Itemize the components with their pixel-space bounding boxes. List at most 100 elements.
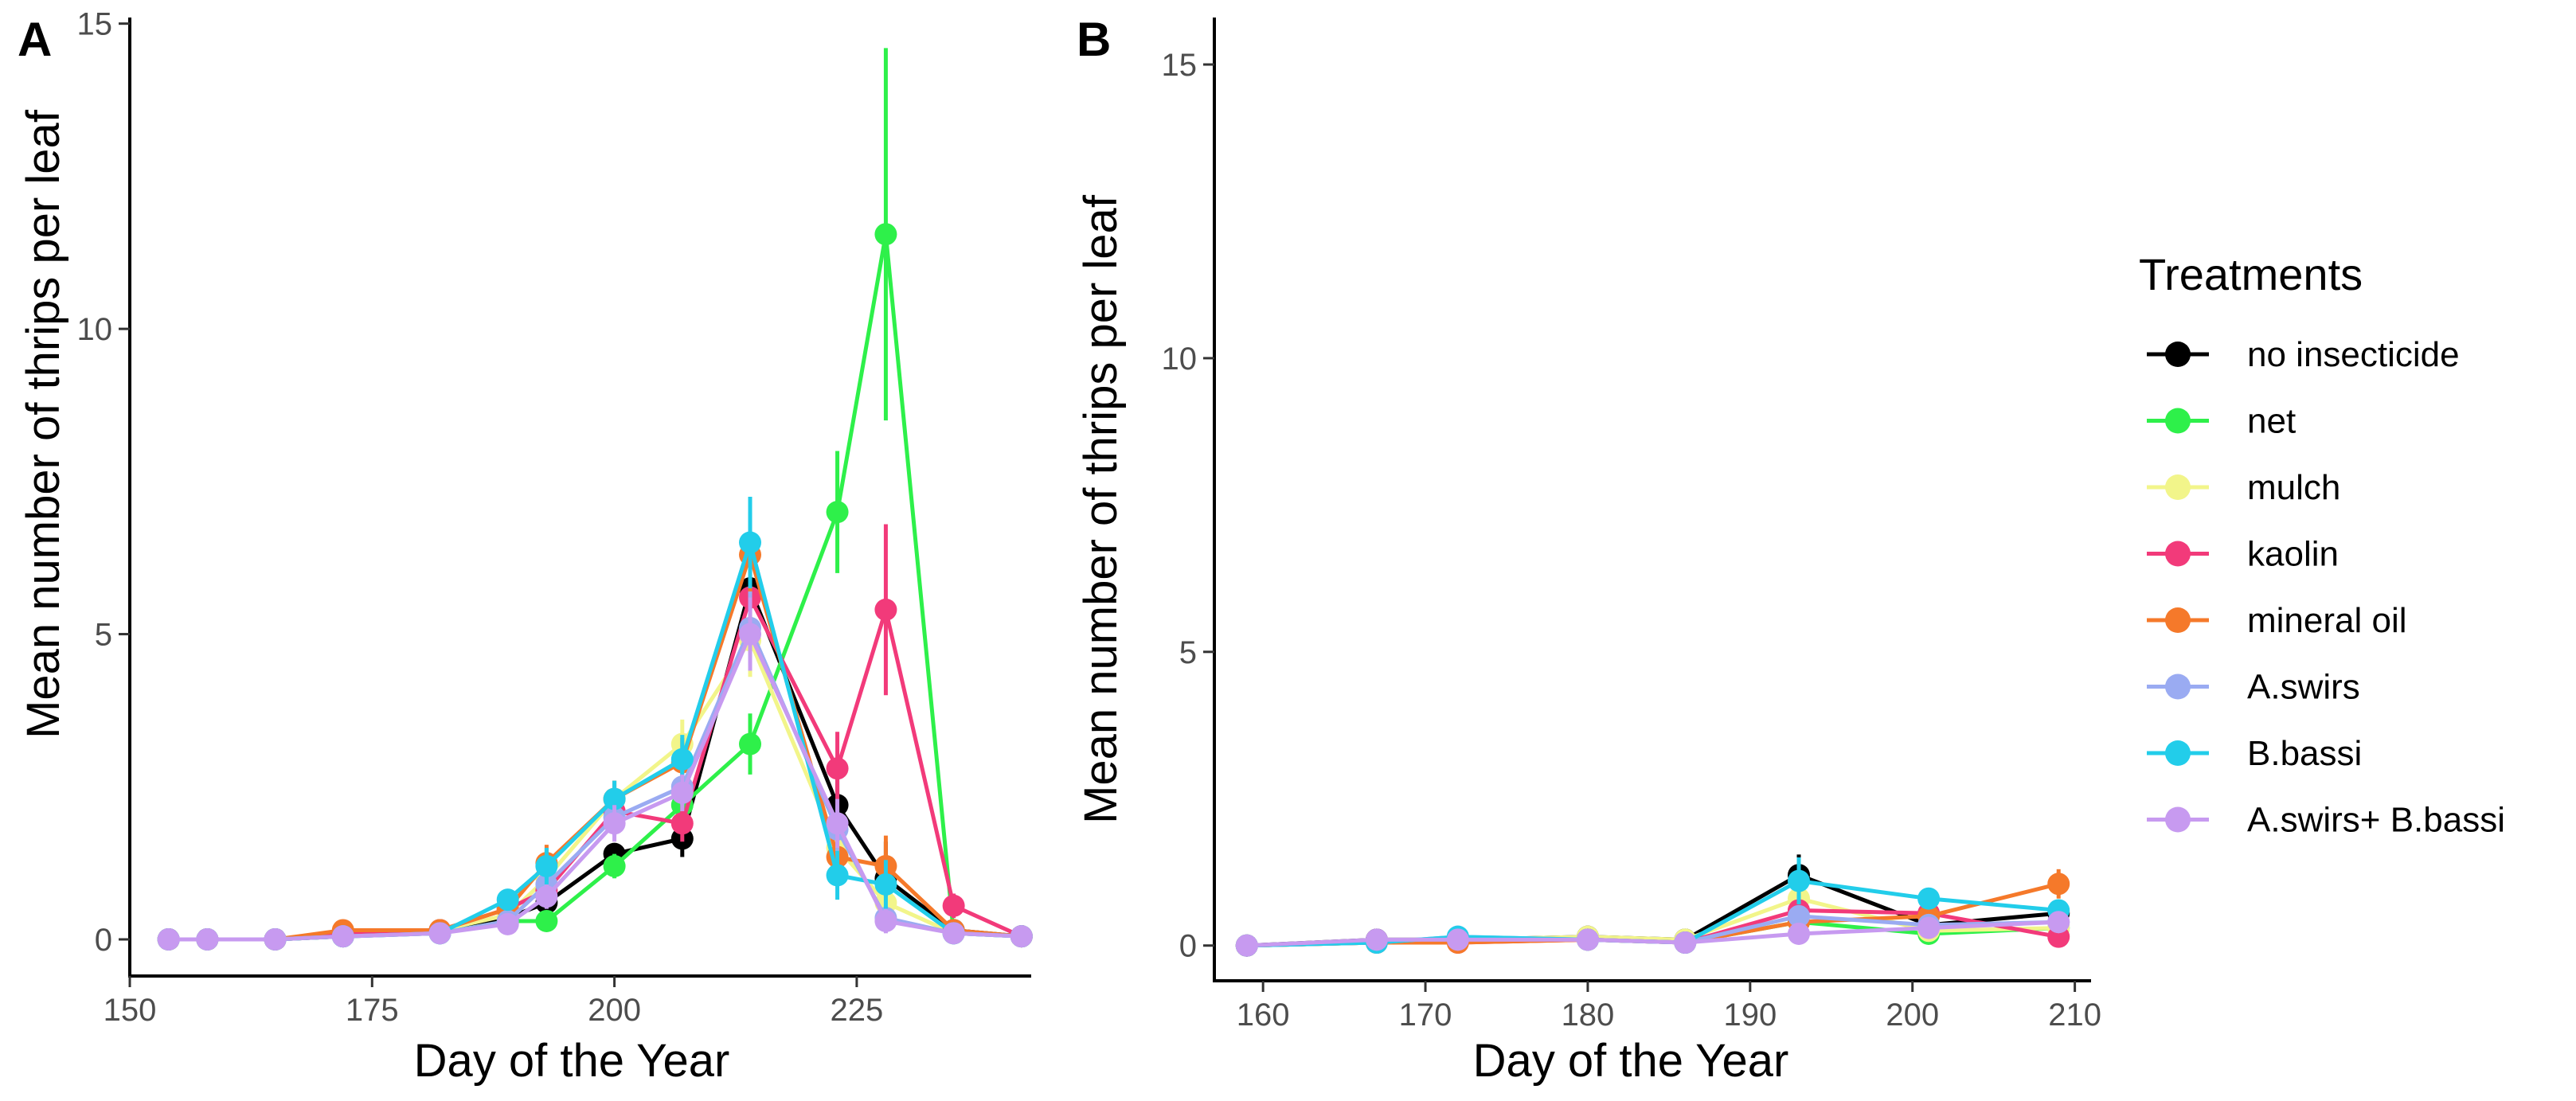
legend-key-point [2165, 740, 2191, 766]
panel-a-point-net [874, 223, 897, 246]
panel-a-x-tick-label: 200 [588, 993, 641, 1028]
legend-key-point [2165, 607, 2191, 633]
panel-a-y-axis-title: Mean number of thrips per leaf [18, 109, 69, 739]
panel-a-point-a-swirs-b-bassi [603, 812, 626, 835]
legend-item-a-swirs-b-bassi: A.swirs+ B.bassi [2147, 801, 2505, 840]
legend-item-kaolin: kaolin [2147, 535, 2339, 574]
panel-a-point-b-bassi [739, 531, 762, 554]
panel-a-point-kaolin [826, 757, 849, 780]
legend-item-no-insecticide: no insecticide [2147, 335, 2460, 374]
legend-item-net: net [2147, 402, 2296, 441]
panel-b-point-a-swirs-b-bassi [1576, 928, 1599, 951]
legend-item-mineral-oil: mineral oil [2147, 601, 2407, 640]
panel-b-ticks: 160 170 180 190 200 210 0 5 10 15 [1162, 48, 2101, 1033]
panel-a-point-a-swirs-b-bassi [264, 927, 287, 951]
panel-a-point-b-bassi [496, 888, 519, 912]
legend-label: B.bassi [2247, 734, 2362, 773]
panel-b-point-b-bassi [1917, 887, 1941, 910]
panel-b-x-tick-label: 190 [1723, 998, 1777, 1033]
panel-a-point-a-swirs-b-bassi [157, 927, 180, 951]
panel-b-line-a-swirs-b-bassi [1246, 919, 2059, 948]
panel-a-point-a-swirs-b-bassi [942, 922, 965, 945]
panel-a-point-a-swirs-b-bassi [739, 623, 762, 646]
legend: Treatments no insecticide net mulch kaolin m… [2139, 249, 2505, 840]
panel-a-series-no-insecticide [157, 539, 1033, 951]
panel-a-series-layer [157, 48, 1033, 951]
panel-b-x-axis-title: Day of the Year [1473, 1035, 1789, 1087]
panel-a-point-a-swirs-b-bassi [1010, 925, 1033, 948]
panel-a-y-tick-label: 0 [95, 923, 112, 958]
legend-item-a-swirs: A.swirs [2147, 668, 2360, 707]
panel-a-line-mulch [168, 638, 1022, 942]
panel-a-x-axis-title: Day of the Year [414, 1035, 730, 1087]
panel-b-point-a-swirs-b-bassi [1446, 928, 1469, 951]
panel-a-point-a-swirs-b-bassi [826, 812, 849, 835]
panel-a-point-b-bassi [826, 864, 849, 887]
legend-key-point [2165, 474, 2191, 500]
panel-b-point-b-bassi [1788, 869, 1810, 892]
panel-b-point-a-swirs-b-bassi [1365, 928, 1388, 951]
panel-a-point-b-bassi [535, 854, 558, 877]
legend-key-point [2165, 806, 2191, 833]
panel-b-point-a-swirs-b-bassi [1235, 934, 1258, 957]
panel-a-y-tick-label: 15 [77, 7, 113, 42]
panel-a-point-net [826, 501, 849, 524]
legend-item-mulch: mulch [2147, 468, 2340, 507]
panel-b: B Mean number of thrips per leaf Day of … [1075, 13, 2101, 1087]
panel-b-x-tick-label: 170 [1399, 998, 1452, 1033]
panel-a-series-kaolin [157, 524, 1033, 951]
legend-label: A.swirs [2247, 668, 2360, 707]
legend-items: no insecticide net mulch kaolin mineral oil A… [2147, 335, 2505, 840]
panel-a-point-kaolin [874, 598, 897, 621]
panel-b-y-tick-label: 0 [1179, 929, 1197, 964]
panel-b-point-mineral-oil [2047, 873, 2070, 896]
panel-b-y-tick-label: 5 [1179, 635, 1197, 670]
panel-b-y-axis-title: Mean number of thrips per leaf [1075, 194, 1127, 824]
panel-a-x-tick-label: 150 [104, 993, 157, 1028]
panel-a-point-a-swirs-b-bassi [874, 909, 897, 932]
panel-a-point-a-swirs-b-bassi [428, 922, 451, 945]
legend-label: mineral oil [2247, 601, 2407, 640]
legend-key-point [2165, 408, 2191, 434]
panel-b-point-a-swirs-b-bassi [2047, 911, 2070, 934]
panel-a-point-net [603, 854, 626, 877]
panel-b-point-a-swirs-b-bassi [1917, 916, 1941, 939]
panel-a-point-kaolin [670, 812, 694, 835]
legend-label: no insecticide [2247, 335, 2460, 374]
panel-a: A Mean number of thrips per leaf Day of … [18, 7, 1033, 1087]
panel-b-point-a-swirs-b-bassi [1788, 922, 1810, 945]
panel-a-point-b-bassi [603, 787, 626, 810]
panel-a-tag: A [18, 13, 52, 66]
panel-a-x-tick-label: 225 [831, 993, 884, 1028]
panel-b-tag: B [1077, 13, 1111, 66]
panel-a-series-mineral-oil [157, 512, 1033, 951]
legend-key-point [2165, 541, 2191, 567]
panel-b-series-a-swirs-b-bassi [1235, 911, 2070, 957]
panel-b-x-tick-label: 160 [1237, 998, 1290, 1033]
panel-a-point-b-bassi [670, 748, 694, 771]
panel-a-point-a-swirs-b-bassi [331, 925, 354, 948]
legend-label: net [2247, 402, 2296, 441]
panel-a-series-a-swirs-b-bassi [157, 597, 1033, 951]
panel-b-y-tick-label: 15 [1162, 48, 1198, 83]
legend-title: Treatments [2139, 249, 2363, 299]
panel-a-point-a-swirs-b-bassi [535, 885, 558, 908]
panel-a-point-a-swirs-b-bassi [496, 912, 519, 935]
panel-b-y-tick-label: 10 [1162, 342, 1198, 377]
legend-label: A.swirs+ B.bassi [2247, 801, 2505, 840]
legend-label: mulch [2247, 468, 2340, 507]
panel-b-x-tick-label: 210 [2048, 998, 2101, 1033]
panel-b-series-layer [1235, 854, 2070, 957]
panel-a-point-net [739, 732, 762, 755]
panel-a-point-kaolin [942, 894, 965, 917]
panel-a-point-a-swirs-b-bassi [670, 781, 694, 804]
panel-a-point-b-bassi [874, 873, 897, 896]
panel-a-y-tick-label: 10 [77, 312, 113, 347]
legend-item-b-bassi: B.bassi [2147, 734, 2362, 773]
panel-a-point-a-swirs-b-bassi [196, 927, 219, 951]
panel-a-y-tick-label: 5 [95, 618, 112, 653]
panel-b-x-tick-label: 200 [1886, 998, 1939, 1033]
panel-a-point-net [535, 909, 558, 932]
panel-a-line-a-swirs-b-bassi [168, 632, 1022, 942]
